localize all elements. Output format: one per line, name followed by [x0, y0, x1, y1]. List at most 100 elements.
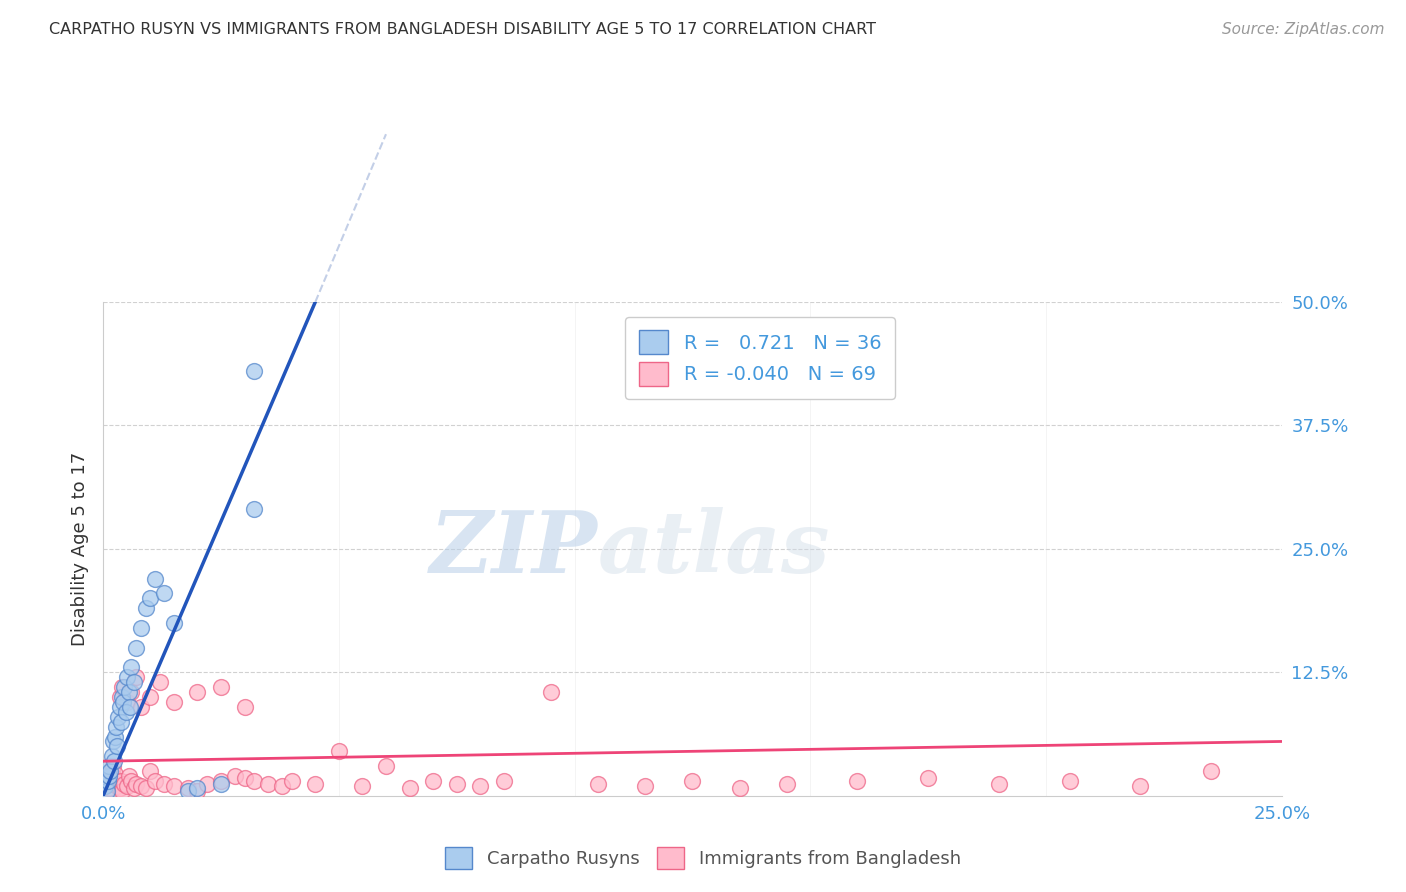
- Point: [728, 780, 751, 795]
- Point: [110, 774, 132, 789]
- Point: [139, 591, 162, 606]
- Point: [107, 710, 129, 724]
- Point: [129, 699, 152, 714]
- Point: [112, 680, 135, 694]
- Point: [422, 774, 444, 789]
- Text: atlas: atlas: [598, 508, 831, 591]
- Point: [304, 777, 326, 791]
- Point: [195, 777, 218, 791]
- Point: [111, 680, 134, 694]
- Point: [1129, 779, 1152, 793]
- Point: [115, 779, 138, 793]
- Point: [846, 774, 869, 789]
- Point: [209, 774, 232, 789]
- Point: [101, 734, 124, 748]
- Point: [143, 774, 166, 789]
- Point: [98, 777, 121, 791]
- Point: [917, 771, 939, 785]
- Y-axis label: Disability Age 5 to 17: Disability Age 5 to 17: [72, 451, 89, 646]
- Point: [681, 774, 703, 789]
- Point: [177, 784, 200, 798]
- Point: [470, 779, 492, 793]
- Point: [586, 777, 609, 791]
- Point: [105, 779, 128, 793]
- Point: [120, 774, 142, 789]
- Point: [120, 685, 142, 699]
- Point: [115, 695, 138, 709]
- Point: [177, 780, 200, 795]
- Point: [125, 777, 148, 791]
- Point: [233, 699, 256, 714]
- Point: [129, 621, 152, 635]
- Point: [118, 685, 141, 699]
- Point: [398, 780, 420, 795]
- Point: [243, 364, 266, 378]
- Point: [101, 759, 124, 773]
- Point: [98, 759, 121, 773]
- Point: [94, 779, 117, 793]
- Point: [271, 779, 294, 793]
- Point: [104, 767, 127, 781]
- Point: [97, 774, 120, 789]
- Point: [97, 774, 120, 789]
- Point: [108, 780, 131, 795]
- Text: CARPATHO RUSYN VS IMMIGRANTS FROM BANGLADESH DISABILITY AGE 5 TO 17 CORRELATION : CARPATHO RUSYN VS IMMIGRANTS FROM BANGLA…: [49, 22, 876, 37]
- Point: [153, 586, 176, 600]
- Point: [1059, 774, 1081, 789]
- Point: [114, 705, 136, 719]
- Point: [186, 784, 208, 798]
- Point: [122, 675, 145, 690]
- Point: [105, 739, 128, 754]
- Point: [375, 759, 398, 773]
- Point: [209, 777, 232, 791]
- Legend: R =   0.721   N = 36, R = -0.040   N = 69: R = 0.721 N = 36, R = -0.040 N = 69: [626, 317, 894, 399]
- Point: [280, 774, 302, 789]
- Point: [103, 754, 125, 768]
- Point: [209, 680, 232, 694]
- Point: [153, 777, 176, 791]
- Point: [163, 615, 186, 630]
- Point: [111, 784, 134, 798]
- Point: [108, 690, 131, 704]
- Point: [125, 670, 148, 684]
- Point: [492, 774, 515, 789]
- Point: [987, 777, 1010, 791]
- Point: [143, 572, 166, 586]
- Point: [112, 777, 135, 791]
- Point: [634, 779, 657, 793]
- Point: [328, 744, 350, 758]
- Point: [104, 730, 127, 744]
- Point: [163, 695, 186, 709]
- Point: [1199, 764, 1222, 778]
- Point: [96, 784, 118, 798]
- Point: [776, 777, 799, 791]
- Point: [139, 690, 162, 704]
- Point: [115, 670, 138, 684]
- Point: [243, 774, 266, 789]
- Point: [108, 699, 131, 714]
- Legend: Carpatho Rusyns, Immigrants from Bangladesh: Carpatho Rusyns, Immigrants from Banglad…: [436, 838, 970, 879]
- Point: [352, 779, 374, 793]
- Point: [97, 769, 120, 783]
- Point: [224, 769, 246, 783]
- Point: [110, 714, 132, 729]
- Point: [103, 771, 125, 785]
- Point: [120, 660, 142, 674]
- Point: [105, 774, 128, 789]
- Point: [135, 780, 157, 795]
- Point: [186, 780, 208, 795]
- Point: [100, 749, 122, 764]
- Point: [105, 720, 128, 734]
- Point: [446, 777, 468, 791]
- Point: [243, 502, 266, 516]
- Point: [149, 675, 172, 690]
- Text: Source: ZipAtlas.com: Source: ZipAtlas.com: [1222, 22, 1385, 37]
- Point: [163, 779, 186, 793]
- Point: [135, 601, 157, 615]
- Point: [125, 640, 148, 655]
- Point: [540, 685, 562, 699]
- Point: [122, 780, 145, 795]
- Point: [118, 769, 141, 783]
- Point: [120, 699, 142, 714]
- Point: [233, 771, 256, 785]
